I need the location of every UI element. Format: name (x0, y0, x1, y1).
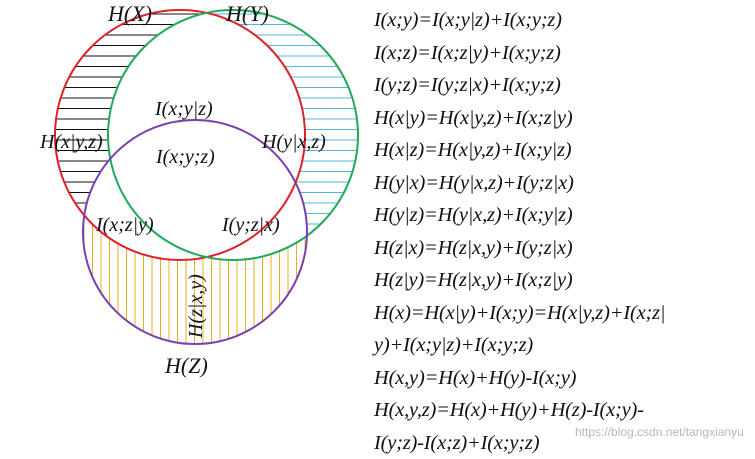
equation-line: I(x;y)=I(x;y|z)+I(x;y;z) (374, 4, 665, 37)
region-xz-given-y: I(x;z|y) (95, 214, 154, 236)
equation-line: H(x)=H(x|y)+I(x;y)=H(x|y,z)+I(x;z| (374, 297, 665, 330)
equation-line: H(x|y)=H(x|y,z)+I(x;z|y) (374, 102, 665, 135)
region-y-only: H(y|x,z) (261, 131, 326, 153)
region-xy-given-z: I(x;y|z) (154, 98, 213, 120)
equation-line: H(y|z)=H(y|x,z)+I(x;y|z) (374, 199, 665, 232)
region-yz-given-x: I(y;z|x) (221, 214, 280, 236)
equation-line: I(y;z)=I(y;z|x)+I(x;y;z) (374, 69, 665, 102)
region-x-only: H(x|y,z) (39, 131, 103, 153)
label-hz: H(Z) (164, 353, 208, 378)
equation-line: H(x,y,z)=H(x)+H(y)+H(z)-I(x;y)- (374, 394, 665, 427)
watermark: https://blog.csdn.net/tangxianyu (575, 425, 744, 439)
equation-line: I(x;z)=I(x;z|y)+I(x;y;z) (374, 37, 665, 70)
equation-line: H(z|x)=H(z|x,y)+I(y;z|x) (374, 232, 665, 265)
region-xyz: I(x;y;z) (155, 146, 215, 168)
equation-line: H(x|z)=H(x|y,z)+I(x;y|z) (374, 134, 665, 167)
equation-line: H(y|x)=H(y|x,z)+I(y;z|x) (374, 167, 665, 200)
label-hy: H(Y) (225, 1, 269, 26)
equation-list: I(x;y)=I(x;y|z)+I(x;y;z) I(x;z)=I(x;z|y)… (374, 4, 665, 459)
venn-diagram: H(X) H(Y) H(Z) H(x|y,z) H(y|x,z) I(x;y|z… (0, 0, 370, 458)
equation-line: H(z|y)=H(z|x,y)+I(x;z|y) (374, 264, 665, 297)
equation-line: y)+I(x;y|z)+I(x;y;z) (374, 329, 665, 362)
region-z-only: H(z|x,y) (185, 274, 207, 339)
equation-line: H(x,y)=H(x)+H(y)-I(x;y) (374, 362, 665, 395)
label-hx: H(X) (107, 1, 152, 26)
